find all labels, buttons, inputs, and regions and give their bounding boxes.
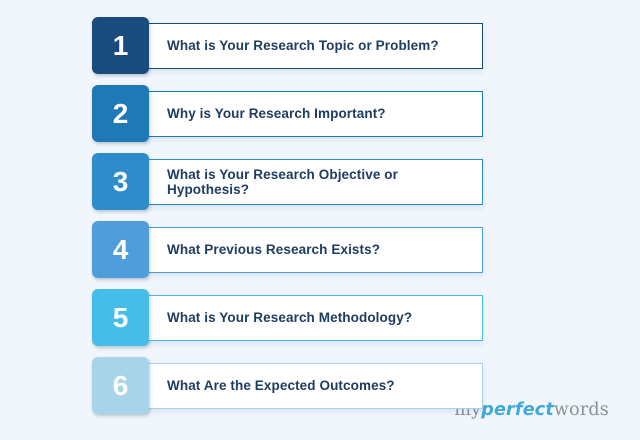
steps-list: 1 What is Your Research Topic or Problem?… xyxy=(92,17,483,414)
step-row: 6 What Are the Expected Outcomes? xyxy=(92,357,483,414)
step-question-box: Why is Your Research Important? xyxy=(144,90,483,137)
step-question-label: What Previous Research Exists? xyxy=(167,242,381,257)
step-row: 1 What is Your Research Topic or Problem? xyxy=(92,17,483,74)
step-question-box: What is Your Research Methodology? xyxy=(144,294,483,341)
step-number-badge: 3 xyxy=(92,153,149,210)
brand-logo-words: words xyxy=(553,400,609,420)
step-question-label: What is Your Research Methodology? xyxy=(167,310,413,325)
step-row: 4 What Previous Research Exists? xyxy=(92,221,483,278)
step-question-label: Why is Your Research Important? xyxy=(167,106,386,121)
step-question-box: What Previous Research Exists? xyxy=(144,226,483,273)
step-question-label: What Are the Expected Outcomes? xyxy=(167,378,395,393)
brand-logo: myperfectwords xyxy=(454,399,609,420)
step-number-badge: 6 xyxy=(92,357,149,414)
step-question-label: What is Your Research Objective or Hypot… xyxy=(167,166,398,197)
brand-logo-perfect: perfect xyxy=(481,400,554,420)
step-question-box: What Are the Expected Outcomes? xyxy=(144,362,483,409)
step-question-box: What is Your Research Topic or Problem? xyxy=(144,22,483,69)
step-number-badge: 1 xyxy=(92,17,149,74)
step-number-badge: 5 xyxy=(92,289,149,346)
step-row: 2 Why is Your Research Important? xyxy=(92,85,483,142)
step-number-badge: 4 xyxy=(92,221,149,278)
step-row: 5 What is Your Research Methodology? xyxy=(92,289,483,346)
step-number-badge: 2 xyxy=(92,85,149,142)
step-row: 3 What is Your Research Objective or Hypo… xyxy=(92,153,483,210)
step-question-label: What is Your Research Topic or Problem? xyxy=(167,38,439,53)
step-question-box: What is Your Research Objective or Hypot… xyxy=(144,158,483,205)
